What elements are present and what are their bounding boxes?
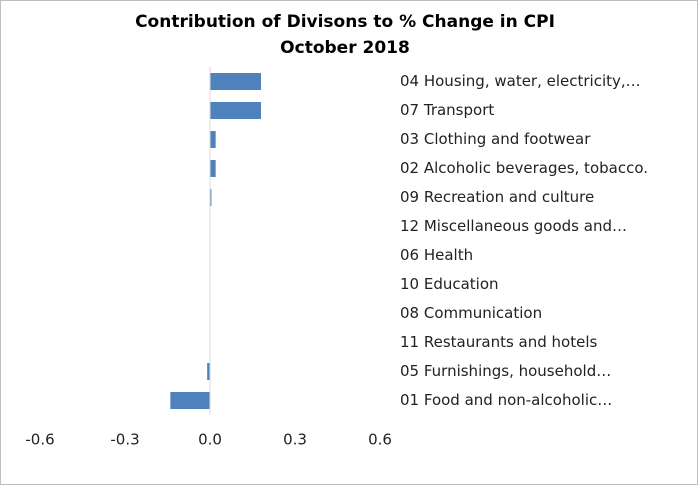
x-tick-label: -0.6 xyxy=(25,431,54,449)
bar xyxy=(210,102,261,119)
category-label: 10 Education xyxy=(400,275,499,293)
x-tick-label: 0.0 xyxy=(198,431,222,449)
bar xyxy=(207,363,210,380)
bar xyxy=(210,131,216,148)
bar xyxy=(210,160,216,177)
bar xyxy=(210,189,212,206)
bar xyxy=(170,392,210,409)
category-label: 07 Transport xyxy=(400,101,494,119)
bar xyxy=(210,73,261,90)
category-label: 06 Health xyxy=(400,246,473,264)
category-label: 11 Restaurants and hotels xyxy=(400,333,598,351)
x-tick-label: -0.3 xyxy=(110,431,139,449)
category-label: 03 Clothing and footwear xyxy=(400,130,591,148)
category-label: 01 Food and non-alcoholic… xyxy=(400,391,612,409)
category-label: 08 Communication xyxy=(400,304,542,322)
category-label: 09 Recreation and culture xyxy=(400,188,594,206)
category-label: 05 Furnishings, household… xyxy=(400,362,611,380)
x-tick-label: 0.6 xyxy=(368,431,392,449)
category-label: 12 Miscellaneous goods and… xyxy=(400,217,627,235)
chart-subtitle: October 2018 xyxy=(280,38,410,58)
category-label: 02 Alcoholic beverages, tobacco. xyxy=(400,159,648,177)
chart-title: Contribution of Divisons to % Change in … xyxy=(135,12,555,32)
category-label: 04 Housing, water, electricity,… xyxy=(400,72,641,90)
x-tick-label: 0.3 xyxy=(283,431,307,449)
